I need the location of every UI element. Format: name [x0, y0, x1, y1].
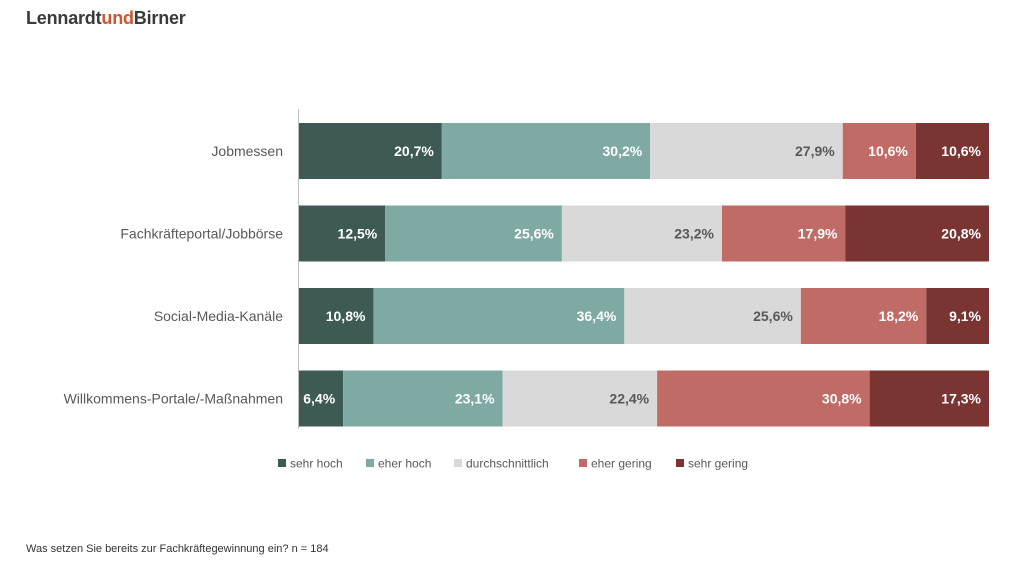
- brand-logo: LennardtundBirner: [26, 8, 186, 29]
- bar-segment: [299, 123, 442, 179]
- data-label: 10,6%: [868, 143, 908, 159]
- legend-swatch: [579, 459, 587, 467]
- legend-label: eher hoch: [378, 457, 431, 471]
- data-label: 23,1%: [455, 391, 495, 407]
- legend-swatch: [278, 459, 286, 467]
- bar-segment: [842, 123, 916, 179]
- brand-logo-part2: und: [101, 8, 134, 28]
- legend-label: sehr hoch: [290, 457, 343, 471]
- bar-segment: [299, 288, 374, 344]
- bar-segment: [299, 205, 386, 262]
- data-label: 17,9%: [798, 226, 838, 242]
- footnote: Was setzen Sie bereits zur Fachkräftegew…: [26, 543, 329, 555]
- data-label: 30,2%: [603, 143, 643, 159]
- legend-label: sehr gering: [688, 457, 748, 471]
- data-label: 25,6%: [753, 308, 793, 324]
- data-label: 12,5%: [338, 226, 378, 242]
- bar-segment: [624, 288, 801, 344]
- legend-label: durchschnittlich: [466, 457, 549, 471]
- bar-segment: [915, 123, 989, 179]
- legend-swatch: [676, 459, 684, 467]
- stacked-bar-chart: Jobmessen 20,7% 30,2% 27,9% 10,6% 10,6% Fachkr…: [64, 109, 989, 471]
- data-label: 10,8%: [326, 308, 366, 324]
- data-label: 22,4%: [609, 391, 649, 407]
- data-label: 23,2%: [674, 226, 714, 242]
- bar-segment: [502, 370, 658, 427]
- data-label: 25,6%: [514, 226, 554, 242]
- bar-segment: [657, 370, 870, 427]
- data-label: 17,3%: [941, 391, 981, 407]
- bar-segment: [926, 288, 989, 344]
- category-label: Jobmessen: [211, 143, 283, 159]
- data-label: 20,7%: [394, 143, 434, 159]
- data-label: 10,6%: [941, 143, 981, 159]
- legend-label: eher gering: [591, 457, 652, 471]
- bar-segment: [343, 370, 503, 427]
- bar-segment: [650, 123, 843, 179]
- data-label: 6,4%: [303, 391, 335, 407]
- data-label: 36,4%: [577, 308, 617, 324]
- legend-swatch: [454, 459, 462, 467]
- legend-swatch: [366, 459, 374, 467]
- bar-segment: [800, 288, 927, 344]
- category-label: Fachkräfteportal/Jobbörse: [120, 226, 283, 242]
- category-label: Social-Media-Kanäle: [154, 308, 283, 324]
- data-label: 27,9%: [795, 143, 835, 159]
- bar-segment: [373, 288, 625, 344]
- bar-segment: [299, 370, 344, 427]
- data-label: 18,2%: [879, 308, 919, 324]
- data-label: 30,8%: [822, 391, 862, 407]
- category-label: Willkommens-Portale/-Maßnahmen: [64, 391, 283, 407]
- bar-segment: [845, 205, 989, 262]
- bar-segment: [385, 205, 562, 262]
- brand-logo-part3: Birner: [133, 8, 186, 28]
- bar-segment: [561, 205, 722, 262]
- bar-segment: [441, 123, 651, 179]
- brand-logo-part1: Lennardt: [26, 8, 102, 28]
- bar-segment: [721, 205, 846, 262]
- data-label: 9,1%: [949, 308, 981, 324]
- bar-segment: [869, 370, 989, 427]
- data-label: 20,8%: [941, 226, 981, 242]
